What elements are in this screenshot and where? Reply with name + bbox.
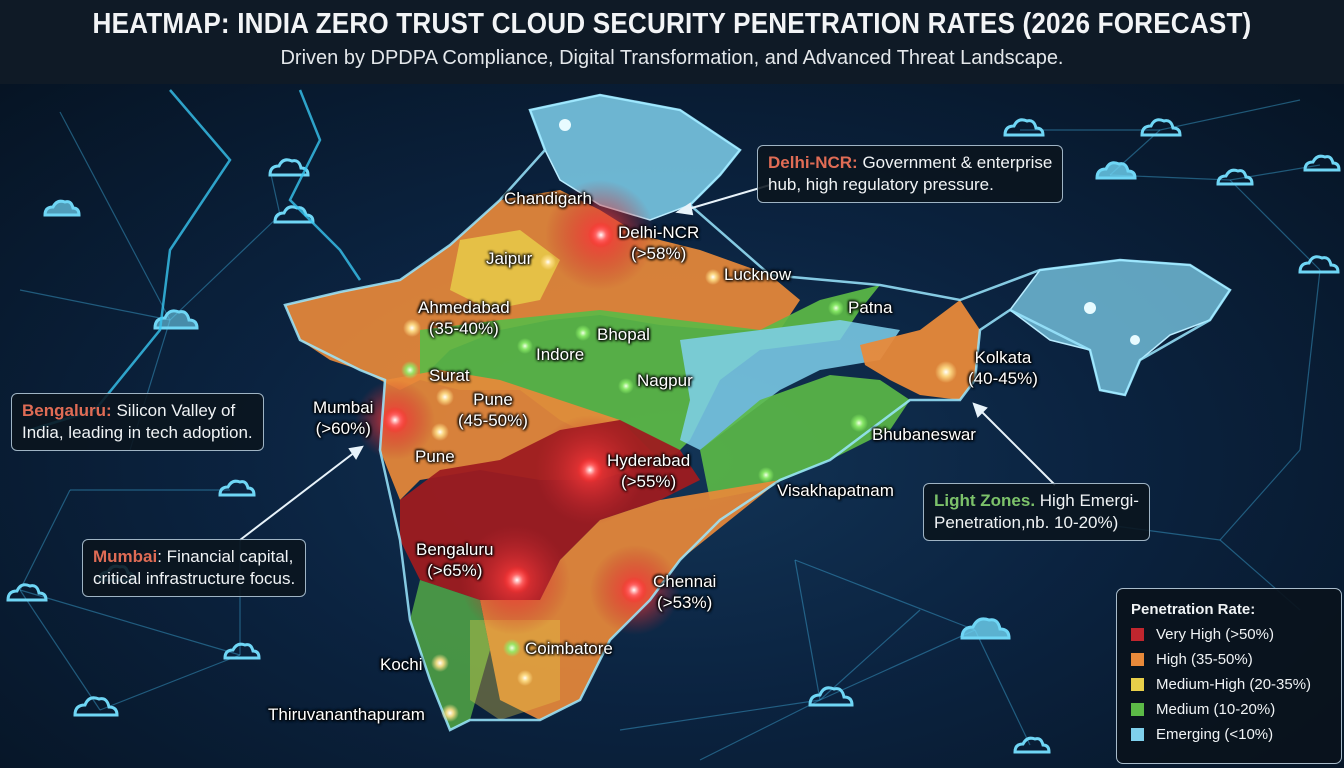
callout-mumbai: Mumbai: Financial capital, critical infr… — [82, 539, 307, 597]
cloud-icon — [273, 205, 315, 224]
callout-bengaluru: Bengaluru: Silicon Valley of India, lead… — [11, 393, 264, 451]
swatch-emerging — [1131, 728, 1144, 741]
city-label-pune-2: Pune — [415, 447, 455, 466]
callout-delhi-ncr: Delhi-NCR: Government & enterprise hub, … — [757, 145, 1064, 203]
city-label-patna: Patna — [848, 298, 893, 317]
legend-item-medium: Medium (10-20%) — [1131, 699, 1341, 720]
cloud-icon — [808, 686, 854, 707]
city-label-chandigarh: Chandigarh — [504, 189, 592, 208]
cloud-icon — [1298, 255, 1340, 274]
legend-item-very-high: Very High (>50%) — [1131, 624, 1341, 645]
cloud-icon — [1095, 161, 1137, 180]
page-title: HEATMAP: INDIA ZERO TRUST CLOUD SECURITY… — [92, 8, 1252, 40]
city-label-bhubaneswar: Bhubaneswar — [872, 425, 976, 444]
page-subtitle: Driven by DPDPA Compliance, Digital Tran… — [280, 47, 1064, 69]
cloud-icon — [960, 617, 1011, 640]
callout-arrows — [239, 184, 1056, 541]
city-label-coimbatore: Coimbatore — [525, 639, 613, 658]
swatch-high — [1131, 653, 1144, 666]
city-label-pune: Pune (45-50%) — [458, 390, 528, 430]
cloud-icon — [218, 479, 256, 497]
cloud-icon — [1140, 118, 1182, 137]
legend-item-emerging: Emerging (<10%) — [1131, 724, 1341, 745]
cloud-icon — [6, 583, 48, 602]
city-label-lucknow: Lucknow — [724, 265, 792, 284]
cloud-icons — [6, 118, 1341, 754]
city-label-hyderabad: Hyderabad (>55%) — [607, 451, 691, 491]
cloud-icon — [73, 696, 119, 717]
cloud-icon — [43, 199, 81, 217]
legend: Penetration Rate: Very High (>50%) High … — [1116, 588, 1342, 764]
city-label-indore: Indore — [536, 345, 585, 364]
cloud-icon — [1003, 118, 1045, 137]
city-label-surat: Surat — [429, 366, 470, 385]
cloud-icon — [1216, 168, 1254, 186]
city-label-chennai: Chennai (>53%) — [653, 572, 717, 612]
swatch-medium — [1131, 703, 1144, 716]
city-label-ahmedabad: Ahmedabad (35-40%) — [418, 298, 510, 338]
legend-item-medium-high: Medium-High (20-35%) — [1131, 674, 1341, 695]
city-markers — [382, 119, 1140, 722]
city-label-bhopal: Bhopal — [597, 325, 650, 344]
header: HEATMAP: INDIA ZERO TRUST CLOUD SECURITY… — [0, 0, 1344, 84]
cloud-icon — [1013, 736, 1051, 754]
cloud-icon — [223, 642, 261, 660]
city-label-kochi: Kochi — [380, 655, 423, 674]
callout-light-zones: Light Zones. High Emergi- Penetration,nb… — [923, 483, 1150, 541]
city-label-delhi-ncr: Delhi-NCR (>58%) — [618, 223, 700, 263]
india-heatmap — [6, 89, 1341, 761]
city-label-jaipur: Jaipur — [486, 249, 533, 268]
map-stage: Chandigarh Delhi-NCR (>58%) Jaipur Luckno… — [0, 84, 1344, 768]
legend-title: Penetration Rate: — [1131, 601, 1256, 618]
swatch-very-high — [1131, 628, 1144, 641]
city-label-kolkata: Kolkata (40-45%) — [968, 348, 1038, 388]
city-label-bengaluru: Bengaluru (>65%) — [416, 540, 494, 580]
swatch-medium-high — [1131, 678, 1144, 691]
city-label-nagpur: Nagpur — [637, 371, 693, 390]
city-label-mumbai: Mumbai (>60%) — [313, 398, 374, 438]
legend-item-high: High (35-50%) — [1131, 649, 1341, 670]
city-label-visakhapatnam: Visakhapatnam — [777, 481, 894, 500]
cloud-icon — [1303, 154, 1341, 172]
city-label-thiruvananthapuram: Thiruvananthapuram — [268, 705, 425, 724]
